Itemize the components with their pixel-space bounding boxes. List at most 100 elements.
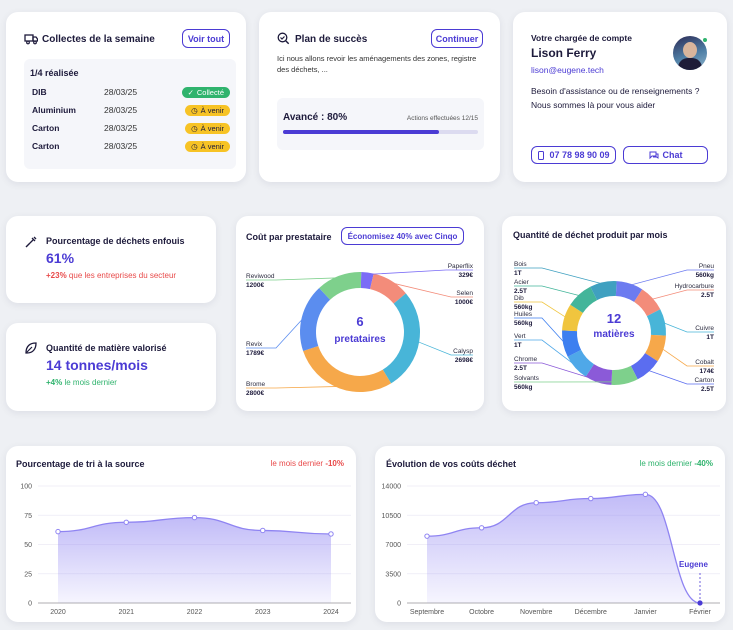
slice-label: Hydrocarbure: [675, 283, 715, 290]
avatar: [673, 36, 707, 70]
continue-button[interactable]: Continuer: [431, 29, 483, 48]
plan-title: Plan de succès: [295, 34, 368, 45]
status-badge: ◷ À venir: [185, 104, 230, 116]
leader-line: [662, 322, 714, 333]
x-tick-label: 2022: [187, 609, 203, 616]
data-point: [533, 500, 539, 506]
cost-donut-center-value: 6: [356, 314, 364, 329]
slice-label: Cobalt: [695, 359, 714, 366]
data-point: [478, 525, 485, 531]
slice-value-label: 560kg: [514, 384, 532, 391]
slice-label: Acier: [514, 279, 530, 286]
collecte-name: Aluminium: [32, 105, 76, 115]
collecte-date: 28/03/25: [104, 105, 138, 115]
leader-line: [417, 341, 473, 356]
y-tick-label: 100: [20, 484, 32, 491]
collecte-row[interactable]: Carton 28/03/25 ◷ À venir: [32, 119, 230, 137]
donut-slice: [382, 293, 420, 384]
plan-card: Plan de succès Continuer Ici nous allons…: [259, 12, 500, 182]
phone-button[interactable]: 07 78 98 90 09: [531, 146, 616, 164]
cost-chart-card: Évolution de vos coûts déchet le mois de…: [375, 446, 725, 622]
donut-slice: [615, 281, 643, 302]
plan-description: Ici nous allons revoir les aménagements …: [277, 54, 477, 74]
leader-line: [514, 317, 566, 344]
donut-slice: [360, 272, 374, 290]
slice-value-label: 1789€: [246, 350, 264, 357]
cost-donut-center-label: pretataires: [334, 334, 386, 345]
clock-icon: ◷: [191, 123, 198, 133]
collecte-date: 28/03/25: [104, 141, 138, 151]
slice-label: Pneu: [699, 263, 715, 270]
account-email[interactable]: lison@eugene.tech: [531, 65, 604, 75]
donut-slice: [646, 309, 666, 336]
tri-chart-card: Pourcentage de tri à la source le mois d…: [6, 446, 356, 622]
donut-slice: [319, 272, 362, 300]
slice-label: Huiles: [514, 311, 533, 318]
collectes-card: Collectes de la semaine Voir tout 1/4 ré…: [6, 12, 246, 182]
qty-donut-chart: Pneu 560kg Hydrocarbure 2.5T Cuivre 1T Cobalt 1…: [514, 261, 715, 393]
collecte-row[interactable]: Carton 28/03/25 ◷ À venir: [32, 137, 230, 155]
slice-label: Dib: [514, 295, 524, 302]
y-tick-label: 3500: [385, 571, 401, 578]
x-tick-label: Février: [689, 609, 711, 616]
collecte-row[interactable]: DIB 28/03/25 ✓ Collecté: [32, 83, 230, 101]
valorised-delta-row: +4% le mois dernier: [46, 378, 117, 387]
collectes-progress: 1/4 réalisée: [30, 68, 79, 78]
status-badge: ◷ À venir: [185, 140, 230, 152]
progress-track: [283, 130, 478, 134]
leader-line: [246, 317, 305, 349]
data-point: [328, 531, 334, 537]
donut-slice: [300, 288, 331, 352]
area-fill: [58, 517, 331, 603]
cost-chart-title: Évolution de vos coûts déchet: [386, 459, 517, 469]
cost-chart-badge: le mois dernier -40%: [640, 459, 713, 468]
savings-button[interactable]: Économisez 40% avec Cinqo: [341, 227, 464, 245]
buried-delta: +23%: [46, 271, 67, 280]
actions-label: Actions effectuées 12/15: [406, 115, 478, 122]
slice-value-label: 1T: [514, 270, 522, 277]
leaf-icon: [25, 342, 37, 354]
slice-value-label: 2800€: [246, 390, 264, 397]
valorised-delta: +4%: [46, 378, 63, 387]
status-badge: ✓ Collecté: [181, 86, 230, 98]
slice-value-label: 2.5T: [514, 288, 527, 295]
tri-chart-badge: le mois dernier -10%: [271, 459, 344, 468]
collecte-name: DIB: [32, 87, 47, 97]
data-point: [191, 514, 198, 521]
slice-label: Carton: [694, 377, 714, 384]
slice-label: Bois: [514, 261, 527, 268]
donut-slice: [562, 304, 583, 332]
donut-slice: [585, 364, 613, 385]
account-card: Votre chargée de compte Lison Ferry liso…: [513, 12, 727, 182]
slice-label: Solvants: [514, 375, 540, 382]
donut-slice: [570, 286, 598, 313]
slice-value-label: 1200€: [246, 282, 264, 289]
collecte-row[interactable]: Aluminium 28/03/25 ◷ À venir: [32, 101, 230, 119]
chat-button[interactable]: Chat: [623, 146, 708, 164]
progress-fill: [283, 130, 439, 134]
cost-badge-text: le mois dernier: [639, 459, 693, 468]
qty-donut-center-label: matières: [593, 329, 635, 340]
x-tick-label: Novembre: [520, 609, 552, 616]
leader-line: [514, 339, 578, 367]
online-status-dot: [702, 37, 708, 43]
clock-icon: ◷: [191, 141, 198, 151]
slice-label: Brome: [246, 381, 266, 388]
cost-donut-card: Coût par prestataire Économisez 40% avec…: [236, 216, 484, 411]
slice-value-label: 2.5T: [701, 292, 714, 299]
x-tick-label: 2020: [50, 609, 66, 616]
y-tick-label: 25: [24, 571, 32, 578]
search-check-icon: [277, 32, 290, 45]
tri-chart-title: Pourcentage de tri à la source: [16, 459, 145, 469]
slice-label: Vert: [514, 333, 526, 340]
leader-line: [514, 301, 567, 318]
view-all-button[interactable]: Voir tout: [182, 29, 230, 48]
slice-value-label: 2.5T: [514, 365, 527, 372]
leader-line: [661, 348, 714, 367]
qty-donut-card: Quantité de déchet produit par mois Pneu…: [502, 216, 726, 411]
buried-card: Pourcentage de déchets enfouis 61% +23% …: [6, 216, 216, 303]
y-tick-label: 0: [28, 601, 32, 608]
y-tick-label: 0: [397, 601, 401, 608]
chat-icon: [649, 151, 658, 159]
x-tick-label: 2023: [255, 609, 271, 616]
